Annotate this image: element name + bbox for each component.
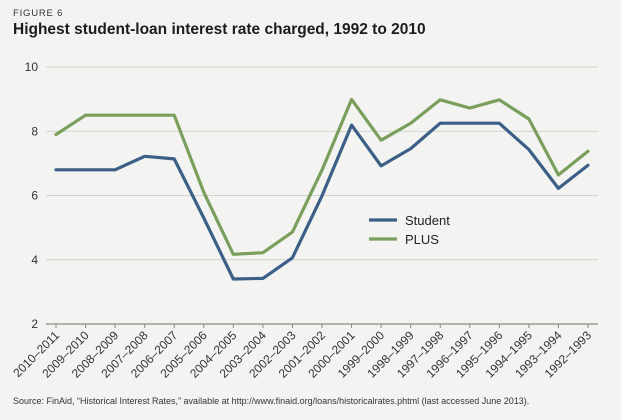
y-axis-ticks: 2 4 6 8 10	[25, 60, 39, 331]
figure-label: FIGURE 6	[13, 8, 64, 19]
y-tick-label: 4	[31, 253, 38, 267]
source-note: Source: FinAid, “Historical Interest Rat…	[13, 396, 530, 406]
chart-title: Highest student-loan interest rate charg…	[13, 21, 426, 38]
legend: Student PLUS	[369, 213, 450, 247]
x-axis-ticks: 2010–20112009–20102008–20092007–20082006…	[10, 324, 594, 381]
line-chart: 2 4 6 8 10 2010–20112009–20102008–20092007–2…	[10, 60, 598, 381]
series-line-plus	[54, 97, 590, 256]
legend-label-student: Student	[405, 213, 450, 228]
y-tick-label: 2	[31, 317, 38, 331]
y-tick-label: 6	[31, 189, 38, 203]
y-tick-label: 10	[25, 60, 39, 74]
y-tick-label: 8	[31, 124, 38, 138]
legend-label-plus: PLUS	[405, 232, 439, 247]
series-line-student	[54, 121, 590, 281]
series-lines	[54, 97, 590, 281]
